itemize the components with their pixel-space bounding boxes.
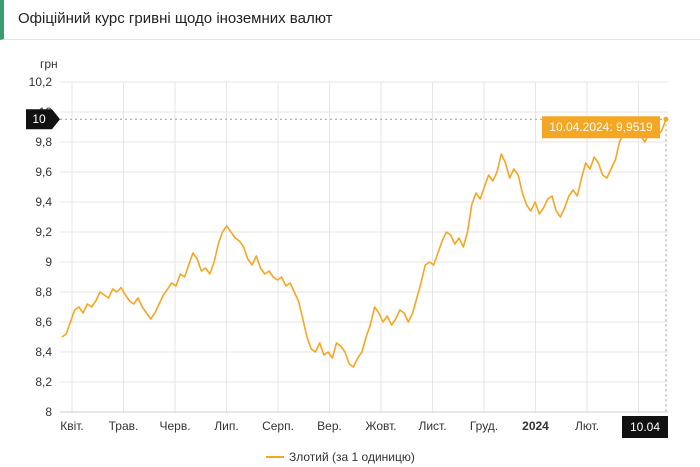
y-tick-label: 9,2 [35,225,52,239]
legend-label: Злотий (за 1 одиницю) [289,450,415,464]
crosshair-y-badge: 10 [26,109,60,130]
y-tick-label: 9,6 [35,165,52,179]
x-tick-label: Жовт. [365,419,396,433]
y-axis-unit-label: грн [40,57,58,71]
x-tick-label: Черв. [159,419,190,433]
x-tick-label: Лют. [575,419,599,433]
y-tick-label: 8,6 [35,315,52,329]
svg-text:10.04.2024: 9,9519: 10.04.2024: 9,9519 [549,120,653,134]
x-tick-label: Вер. [317,419,342,433]
last-point-marker [663,116,669,122]
y-tick-label: 8 [45,405,52,419]
page-title: Офіційний курс гривні щодо іноземних вал… [0,0,700,40]
y-tick-label: 10,2 [29,75,53,89]
legend[interactable]: Злотий (за 1 одиницю) [266,450,415,464]
series-line-zloty[interactable] [61,118,667,368]
svg-text:10.04: 10.04 [630,420,660,434]
y-tick-label: 8,2 [35,375,52,389]
y-tick-label: 8,4 [35,345,52,359]
x-tick-label: Квіт. [60,419,84,433]
x-tick-label: Лист. [418,419,446,433]
x-tick-label: Трав. [109,419,139,433]
line-chart[interactable]: 10,2 10 9,8 9,6 9,4 9,2 9 8,8 8,6 8,4 8,2 8 Квіт. Тр… [0,40,700,467]
x-tick-label: 2024 [522,419,549,433]
grid-lines [60,81,668,413]
x-tick-label: Груд. [470,419,498,433]
tooltip-last-value: 10.04.2024: 9,9519 [542,116,660,139]
y-tick-label: 8,8 [35,285,52,299]
series-points [663,116,669,122]
x-axis-ticks: Квіт. Трав. Черв. Лип. Серп. Вер. Жовт. Лист. Гр… [60,419,642,433]
y-axis-ticks: 10,2 10 9,8 9,6 9,4 9,2 9 8,8 8,6 8,4 8,2 8 [29,75,53,419]
y-tick-label: 9,4 [35,195,52,209]
svg-text:10: 10 [32,112,46,126]
x-tick-label: Серп. [262,419,294,433]
y-tick-label: 9,8 [35,135,52,149]
x-tick-label: Лип. [214,419,238,433]
crosshair-x-badge: 10.04 [622,416,668,438]
y-tick-label: 9 [45,255,52,269]
